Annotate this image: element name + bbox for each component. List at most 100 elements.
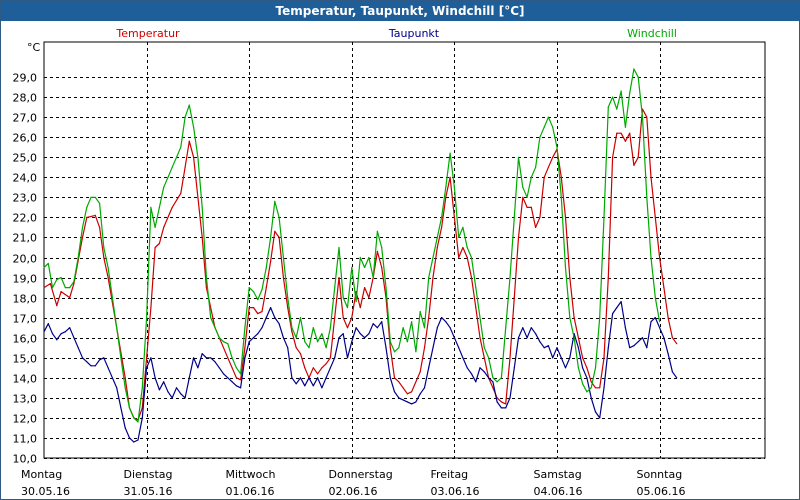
data-point (222, 373, 225, 375)
data-point (659, 256, 661, 259)
data-point (321, 367, 323, 369)
data-point (197, 367, 199, 369)
data-point (479, 367, 481, 369)
data-point (180, 192, 182, 194)
data-point (235, 385, 237, 387)
data-point (415, 351, 417, 353)
data-point (441, 216, 443, 218)
data-point (86, 361, 88, 363)
data-point (265, 287, 267, 289)
data-point (492, 387, 494, 389)
data-point (94, 365, 96, 367)
data-point (393, 351, 396, 353)
data-point (372, 323, 374, 325)
data-point (351, 317, 353, 319)
data-point (637, 341, 639, 343)
data-point (398, 347, 400, 349)
data-point (291, 377, 293, 379)
day-label-date: 31.05.16 (124, 485, 173, 498)
data-point (612, 96, 614, 98)
data-point (86, 206, 88, 208)
data-point (633, 345, 635, 347)
data-point (355, 327, 357, 329)
day-label-weekday: Mittwoch (226, 468, 276, 481)
window-title: Temperatur, Taupunkt, Windchill [°C] (1, 1, 799, 21)
y-tick-label: 21,0 (13, 232, 38, 245)
data-point (205, 287, 207, 289)
data-point (517, 236, 520, 238)
series-line-temperatur (43, 108, 678, 421)
data-point (650, 256, 652, 259)
line-chart: 10,0 11,0 12,0 13,0 14,0 15,0 16,0 17,0 18,0 19,0… (13, 27, 766, 498)
day-label-date: 01.06.16 (226, 485, 275, 498)
data-point (111, 297, 113, 299)
data-point (389, 347, 391, 349)
data-point (329, 357, 331, 359)
data-point (128, 407, 131, 409)
data-point (342, 297, 344, 299)
data-point (509, 397, 511, 399)
y-tick-label: 26,0 (13, 132, 38, 145)
data-point (586, 367, 588, 369)
data-point (505, 403, 507, 405)
data-point (646, 116, 648, 118)
data-point (509, 276, 511, 279)
data-point (295, 383, 297, 385)
data-point (81, 226, 84, 228)
data-point (197, 156, 199, 158)
data-point (552, 126, 554, 128)
data-point (222, 341, 225, 343)
data-point (60, 291, 62, 293)
data-point (513, 297, 515, 299)
day-label-weekday: Freitag (431, 468, 469, 481)
y-tick-label: 15,0 (13, 353, 38, 366)
data-point (372, 276, 374, 279)
data-point (402, 327, 404, 329)
data-point (671, 371, 674, 373)
data-point (402, 387, 404, 389)
data-point (453, 337, 455, 339)
data-point (334, 357, 336, 359)
data-point (56, 279, 58, 281)
data-point (381, 321, 383, 323)
y-tick-label: 11,0 (13, 433, 38, 446)
data-point (111, 377, 113, 379)
data-point (248, 341, 250, 343)
data-point (201, 206, 203, 208)
day-label-date: 02.06.16 (329, 485, 378, 498)
data-point (458, 256, 460, 259)
data-point (257, 299, 259, 301)
data-point (419, 311, 421, 313)
data-point (244, 357, 246, 359)
data-point (137, 439, 139, 441)
data-point (184, 397, 186, 399)
data-point (620, 90, 622, 92)
data-point (552, 357, 554, 359)
data-point (599, 387, 601, 389)
data-point (214, 361, 216, 363)
data-point (56, 305, 58, 307)
y-tick-label: 14,0 (13, 373, 38, 386)
data-point (120, 357, 122, 359)
data-point (428, 276, 430, 279)
data-point (389, 341, 391, 343)
day-label-weekday: Dienstag (124, 468, 173, 481)
data-point (654, 317, 656, 319)
data-point (235, 367, 237, 369)
data-point (624, 140, 627, 142)
data-point (436, 246, 438, 249)
data-point (552, 156, 554, 158)
data-point (227, 357, 229, 359)
data-point (321, 333, 323, 335)
data-point (265, 266, 267, 269)
data-point (154, 377, 156, 379)
data-point (270, 260, 272, 263)
data-point (402, 399, 404, 401)
data-point (654, 216, 656, 218)
data-point (287, 297, 289, 299)
data-point (513, 216, 515, 218)
data-point (351, 266, 353, 269)
data-point (599, 317, 601, 319)
data-point (167, 176, 169, 178)
data-point (359, 307, 361, 309)
